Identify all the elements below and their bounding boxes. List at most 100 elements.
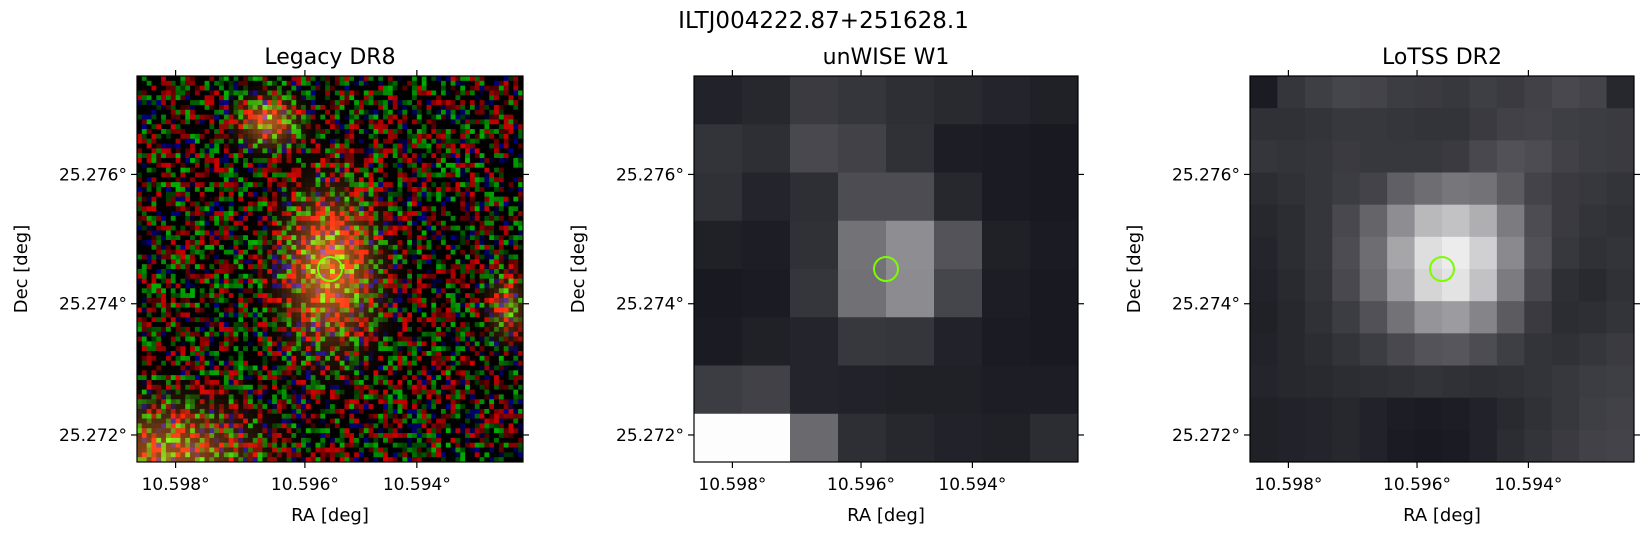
- pixel-cell: [694, 220, 743, 270]
- pixel-cell: [1414, 269, 1443, 302]
- pixel-cell: [1332, 365, 1361, 399]
- pixel-cell: [1332, 269, 1361, 302]
- pixel-cell: [1030, 76, 1078, 125]
- pixel-cell: [1387, 108, 1415, 141]
- pixel-cell: [1469, 333, 1498, 366]
- pixel-cell: [1250, 76, 1278, 109]
- pixel-cell: [1551, 333, 1580, 366]
- pixel-cell: [982, 172, 1031, 222]
- pixel-cell: [1442, 236, 1470, 270]
- y-tick-label: 25.272°: [1172, 426, 1240, 446]
- pixel-cell: [1579, 429, 1607, 462]
- pixel-cell: [1277, 172, 1306, 206]
- pixel-cell: [1359, 172, 1388, 206]
- pixel-cell: [1524, 365, 1553, 399]
- pixel-cell: [1496, 365, 1525, 399]
- x-tick-label: 10.596°: [271, 475, 339, 495]
- pixel-cell: [1332, 76, 1361, 109]
- pixel-cell: [1524, 172, 1553, 206]
- pixel-cell: [1469, 204, 1498, 238]
- pixel-cell: [1414, 204, 1443, 238]
- pixel-cell: [1579, 365, 1607, 399]
- pixel-cell: [1332, 333, 1361, 366]
- pixel-cell: [1304, 333, 1333, 366]
- panel-3: LoTSS DR2 10.598° 10.596° 10.594° 25.276° 25.…: [1124, 45, 1640, 526]
- pixel-cell: [1606, 172, 1634, 206]
- pixel-cell: [742, 317, 791, 366]
- pixel-cell: [1414, 333, 1443, 366]
- pixel-cell: [1414, 172, 1443, 206]
- y-tick-label: 25.276°: [1172, 165, 1240, 185]
- pixel-cell: [1442, 204, 1470, 238]
- pixel-cell: [1496, 301, 1525, 334]
- pixel-cell: [1414, 365, 1443, 399]
- pixel-cell: [1250, 236, 1278, 270]
- pixel-cell: [1551, 365, 1580, 399]
- pixel-cell: [790, 172, 839, 222]
- pixel-cell: [1277, 365, 1306, 399]
- pixel-cell: [1250, 269, 1278, 302]
- pixel-cell: [790, 269, 839, 318]
- pixel-cell: [1551, 236, 1580, 270]
- pixel-cell: [742, 124, 791, 173]
- pixel-cell: [1250, 429, 1278, 462]
- pixel-cell: [1414, 397, 1443, 431]
- pixel-cell: [790, 76, 839, 125]
- pixel-cell: [1332, 429, 1361, 462]
- pixel-cell: [1579, 269, 1607, 302]
- pixel-cell: [886, 124, 935, 173]
- pixel-cell: [1387, 429, 1415, 462]
- pixel-cell: [982, 317, 1031, 366]
- pixel-cell: [742, 269, 791, 318]
- pixel-cell: [1606, 140, 1634, 173]
- axes-frame: [1249, 75, 1635, 463]
- axes-frame: [136, 75, 524, 463]
- pixel-cell: [1359, 108, 1388, 141]
- pixel-cell: [1277, 76, 1306, 109]
- pixel-cell: [790, 365, 839, 415]
- x-tick-label: 10.596°: [1383, 475, 1451, 495]
- pixel-cell: [1359, 236, 1388, 270]
- pixel-cell: [1469, 429, 1498, 462]
- x-tick-label: 10.598°: [698, 475, 766, 495]
- panel-title: unWISE W1: [823, 45, 950, 70]
- pixel-cell: [1551, 108, 1580, 141]
- pixel-cell: [1442, 429, 1470, 462]
- pixel-cell: [1250, 397, 1278, 431]
- pixel-cell: [1332, 204, 1361, 238]
- figure-title: ILTJ004222.87+251628.1: [678, 8, 969, 34]
- axes-frame: [693, 75, 1079, 463]
- pixel-cell: [1551, 301, 1580, 334]
- pixel-cell: [1606, 397, 1634, 431]
- pixel-cell: [1030, 269, 1078, 318]
- pixel-cell: [1304, 140, 1333, 173]
- pixel-cell: [1414, 76, 1443, 109]
- pixel-cell: [1606, 301, 1634, 334]
- pixel-cell: [1496, 397, 1525, 431]
- pixel-cell: [838, 413, 887, 462]
- pixel-cell: [1524, 269, 1553, 302]
- y-axis-label: Dec [deg]: [11, 225, 32, 314]
- image-1: [137, 76, 523, 462]
- pixel-cell: [694, 317, 743, 366]
- pixel-cell: [1387, 269, 1415, 302]
- pixel-cell: [1469, 108, 1498, 141]
- panel-2: unWISE W1 10.598° 10.596° 10.594° 25.276° 25.…: [568, 45, 1084, 526]
- x-tick-label: 10.598°: [1254, 475, 1322, 495]
- pixel-cell: [1304, 301, 1333, 334]
- pixel-cell: [1524, 429, 1553, 462]
- pixel-cell: [1469, 76, 1498, 109]
- pixel-cell: [1304, 172, 1333, 206]
- pixel-cell: [838, 76, 887, 125]
- pixel-cell: [1442, 108, 1470, 141]
- y-tick-label: 25.274°: [616, 295, 684, 315]
- pixel-cell: [1030, 220, 1078, 270]
- pixel-cell: [1359, 76, 1388, 109]
- pixel-cell: [1277, 397, 1306, 431]
- pixel-cell: [1414, 429, 1443, 462]
- pixel-cell: [1524, 76, 1553, 109]
- pixel-cell: [1579, 236, 1607, 270]
- pixel-cell: [1469, 172, 1498, 206]
- pixel-cell: [1579, 333, 1607, 366]
